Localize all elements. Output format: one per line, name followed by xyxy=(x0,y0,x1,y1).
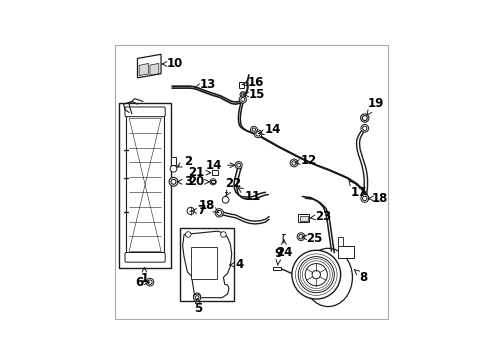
Circle shape xyxy=(170,166,177,172)
Circle shape xyxy=(171,179,176,184)
Bar xyxy=(171,157,176,166)
Circle shape xyxy=(361,125,368,132)
Text: 13: 13 xyxy=(195,78,216,91)
Circle shape xyxy=(195,294,199,298)
Circle shape xyxy=(185,232,191,237)
Circle shape xyxy=(217,210,222,215)
Text: 9: 9 xyxy=(275,247,283,266)
Text: 8: 8 xyxy=(354,270,368,284)
Polygon shape xyxy=(150,63,159,75)
Circle shape xyxy=(290,159,298,167)
Text: 23: 23 xyxy=(309,210,331,223)
Circle shape xyxy=(235,162,242,169)
Circle shape xyxy=(363,196,367,201)
Bar xyxy=(180,228,235,301)
Circle shape xyxy=(292,250,341,299)
Text: 20: 20 xyxy=(188,175,210,188)
Circle shape xyxy=(187,207,195,215)
Circle shape xyxy=(169,177,178,186)
Bar xyxy=(298,214,309,222)
Circle shape xyxy=(361,114,369,122)
Text: 10: 10 xyxy=(162,58,183,71)
Circle shape xyxy=(194,294,201,301)
Circle shape xyxy=(292,161,296,165)
Text: 19: 19 xyxy=(367,97,384,115)
FancyBboxPatch shape xyxy=(125,107,165,117)
Bar xyxy=(239,82,244,87)
FancyBboxPatch shape xyxy=(125,252,165,262)
Bar xyxy=(126,115,164,254)
Text: 17: 17 xyxy=(349,181,367,199)
Circle shape xyxy=(297,233,305,240)
Circle shape xyxy=(252,128,256,131)
Text: 24: 24 xyxy=(276,240,292,259)
Circle shape xyxy=(195,296,199,300)
Bar xyxy=(300,216,308,221)
Circle shape xyxy=(254,130,262,138)
Circle shape xyxy=(241,98,245,102)
Ellipse shape xyxy=(304,248,352,307)
Circle shape xyxy=(220,232,226,237)
Circle shape xyxy=(222,197,229,203)
Text: 22: 22 xyxy=(225,177,242,195)
Circle shape xyxy=(146,278,154,286)
Circle shape xyxy=(237,163,241,167)
Circle shape xyxy=(210,179,216,185)
Circle shape xyxy=(256,132,260,136)
Text: 18: 18 xyxy=(199,199,219,212)
Bar xyxy=(211,180,215,183)
Circle shape xyxy=(305,264,327,286)
Text: 6: 6 xyxy=(135,276,149,289)
Text: 3: 3 xyxy=(177,175,193,188)
Circle shape xyxy=(250,126,257,133)
Polygon shape xyxy=(183,231,232,298)
Polygon shape xyxy=(138,54,161,78)
Circle shape xyxy=(362,116,368,121)
Polygon shape xyxy=(139,63,148,76)
Text: 16: 16 xyxy=(242,76,264,89)
Circle shape xyxy=(241,93,245,96)
Text: 15: 15 xyxy=(244,88,265,101)
Circle shape xyxy=(312,270,320,279)
Text: 7: 7 xyxy=(192,204,205,217)
Text: 18: 18 xyxy=(368,192,388,205)
Bar xyxy=(191,247,217,279)
Circle shape xyxy=(363,126,367,131)
Circle shape xyxy=(361,194,368,202)
Text: 25: 25 xyxy=(302,232,322,245)
Circle shape xyxy=(239,96,246,103)
Circle shape xyxy=(299,234,303,239)
Text: 11: 11 xyxy=(238,188,261,203)
Text: 21: 21 xyxy=(188,166,211,179)
Bar xyxy=(212,170,218,175)
Circle shape xyxy=(147,280,152,284)
Text: 5: 5 xyxy=(195,298,202,315)
Bar xyxy=(273,267,281,270)
Text: 4: 4 xyxy=(230,258,244,271)
Text: 14: 14 xyxy=(206,159,235,172)
Text: 2: 2 xyxy=(177,154,193,167)
Text: 1: 1 xyxy=(140,267,148,285)
Text: 14: 14 xyxy=(259,123,281,136)
Bar xyxy=(339,237,343,246)
Bar xyxy=(339,246,354,258)
Circle shape xyxy=(194,293,201,300)
Bar xyxy=(120,103,171,268)
Circle shape xyxy=(215,209,223,217)
Circle shape xyxy=(240,92,245,97)
Text: 12: 12 xyxy=(295,154,317,167)
Circle shape xyxy=(298,257,334,293)
